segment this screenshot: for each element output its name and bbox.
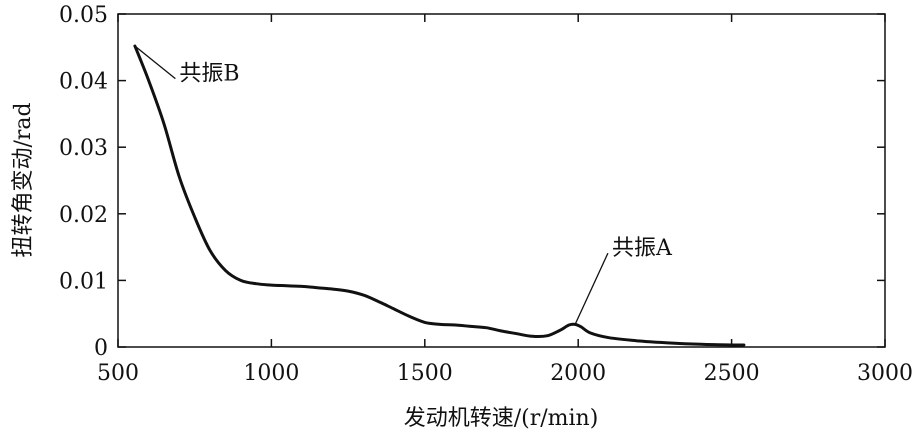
y-tick-label: 0.05	[59, 3, 108, 28]
annotations: 共振B 共振A	[134, 45, 673, 325]
x-tick-label: 2500	[704, 361, 760, 386]
y-tick-label: 0.04	[59, 70, 108, 95]
x-tick-label: 3000	[857, 361, 913, 386]
x-tick-label: 2000	[550, 361, 606, 386]
y-axis-title: 扭转角变动/rad	[11, 102, 36, 257]
annotation-leader	[574, 252, 609, 325]
annotation-label: 共振A	[612, 236, 673, 261]
y-tick-label: 0.01	[59, 269, 108, 294]
annotation-label: 共振B	[179, 62, 239, 87]
series-line	[133, 44, 746, 347]
y-tick-label: 0	[94, 336, 108, 361]
x-tick-label: 1000	[243, 361, 299, 386]
plot-frame	[117, 13, 886, 348]
y-tick-label: 0.03	[59, 136, 108, 161]
axis-tick-labels: 500 1000 1500 2000 2500 3000 0 0.01 0.02 0.03 0.04…	[59, 3, 913, 386]
axis-ticks	[117, 13, 886, 348]
y-tick-label: 0.02	[59, 203, 108, 228]
x-tick-label: 1500	[397, 361, 453, 386]
x-axis-title: 发动机转速/(r/min)	[404, 406, 599, 431]
x-tick-label: 500	[97, 361, 139, 386]
annotation-leader	[134, 45, 176, 80]
